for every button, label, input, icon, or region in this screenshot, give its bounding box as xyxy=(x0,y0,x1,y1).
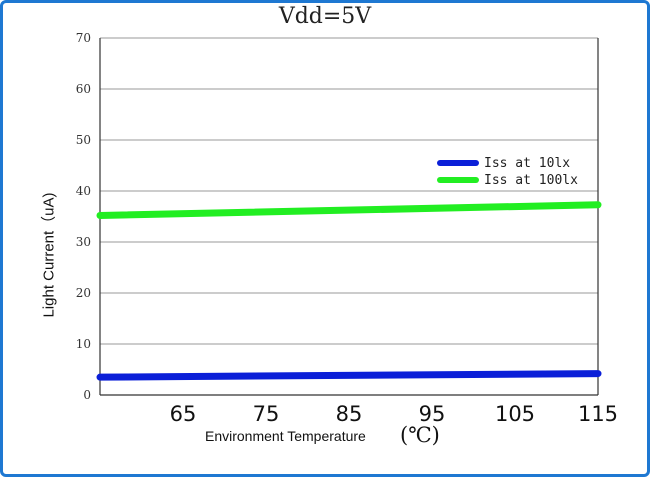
y-tick-label: 10 xyxy=(76,337,91,351)
x-axis-label: Environment Temperature xyxy=(205,428,366,444)
legend-label: Iss at 10lx xyxy=(484,156,570,171)
y-tick-labels: 0 10 20 30 40 50 60 70 xyxy=(76,31,91,402)
legend-label: Iss at 100lx xyxy=(484,173,578,188)
chart-title: Vdd=5V xyxy=(278,4,372,29)
y-tick-label: 40 xyxy=(76,184,91,198)
y-tick-label: 20 xyxy=(76,286,91,300)
y-tick-label: 30 xyxy=(76,235,91,249)
y-tick-label: 0 xyxy=(83,388,91,402)
x-tick-label: 115 xyxy=(578,402,618,426)
y-tick-label: 60 xyxy=(76,82,91,96)
y-tick-label: 70 xyxy=(76,31,91,45)
series-line xyxy=(96,370,602,381)
x-tick-label: 85 xyxy=(336,402,363,426)
grid xyxy=(100,37,598,345)
y-axis-label: Light Current（uA) xyxy=(40,192,58,318)
x-tick-label: 105 xyxy=(495,402,535,426)
series-lines xyxy=(96,201,602,381)
x-tick-label: 95 xyxy=(419,402,446,426)
x-tick-label: 75 xyxy=(253,402,280,426)
x-tick-label: 65 xyxy=(170,402,197,426)
series-line xyxy=(96,201,602,219)
y-tick-label: 50 xyxy=(76,133,91,147)
legend: Iss at 10lx Iss at 100lx xyxy=(437,156,578,188)
x-axis-unit: (℃) xyxy=(400,423,440,447)
x-tick-labels: 65 75 85 95 105 115 xyxy=(170,402,618,426)
